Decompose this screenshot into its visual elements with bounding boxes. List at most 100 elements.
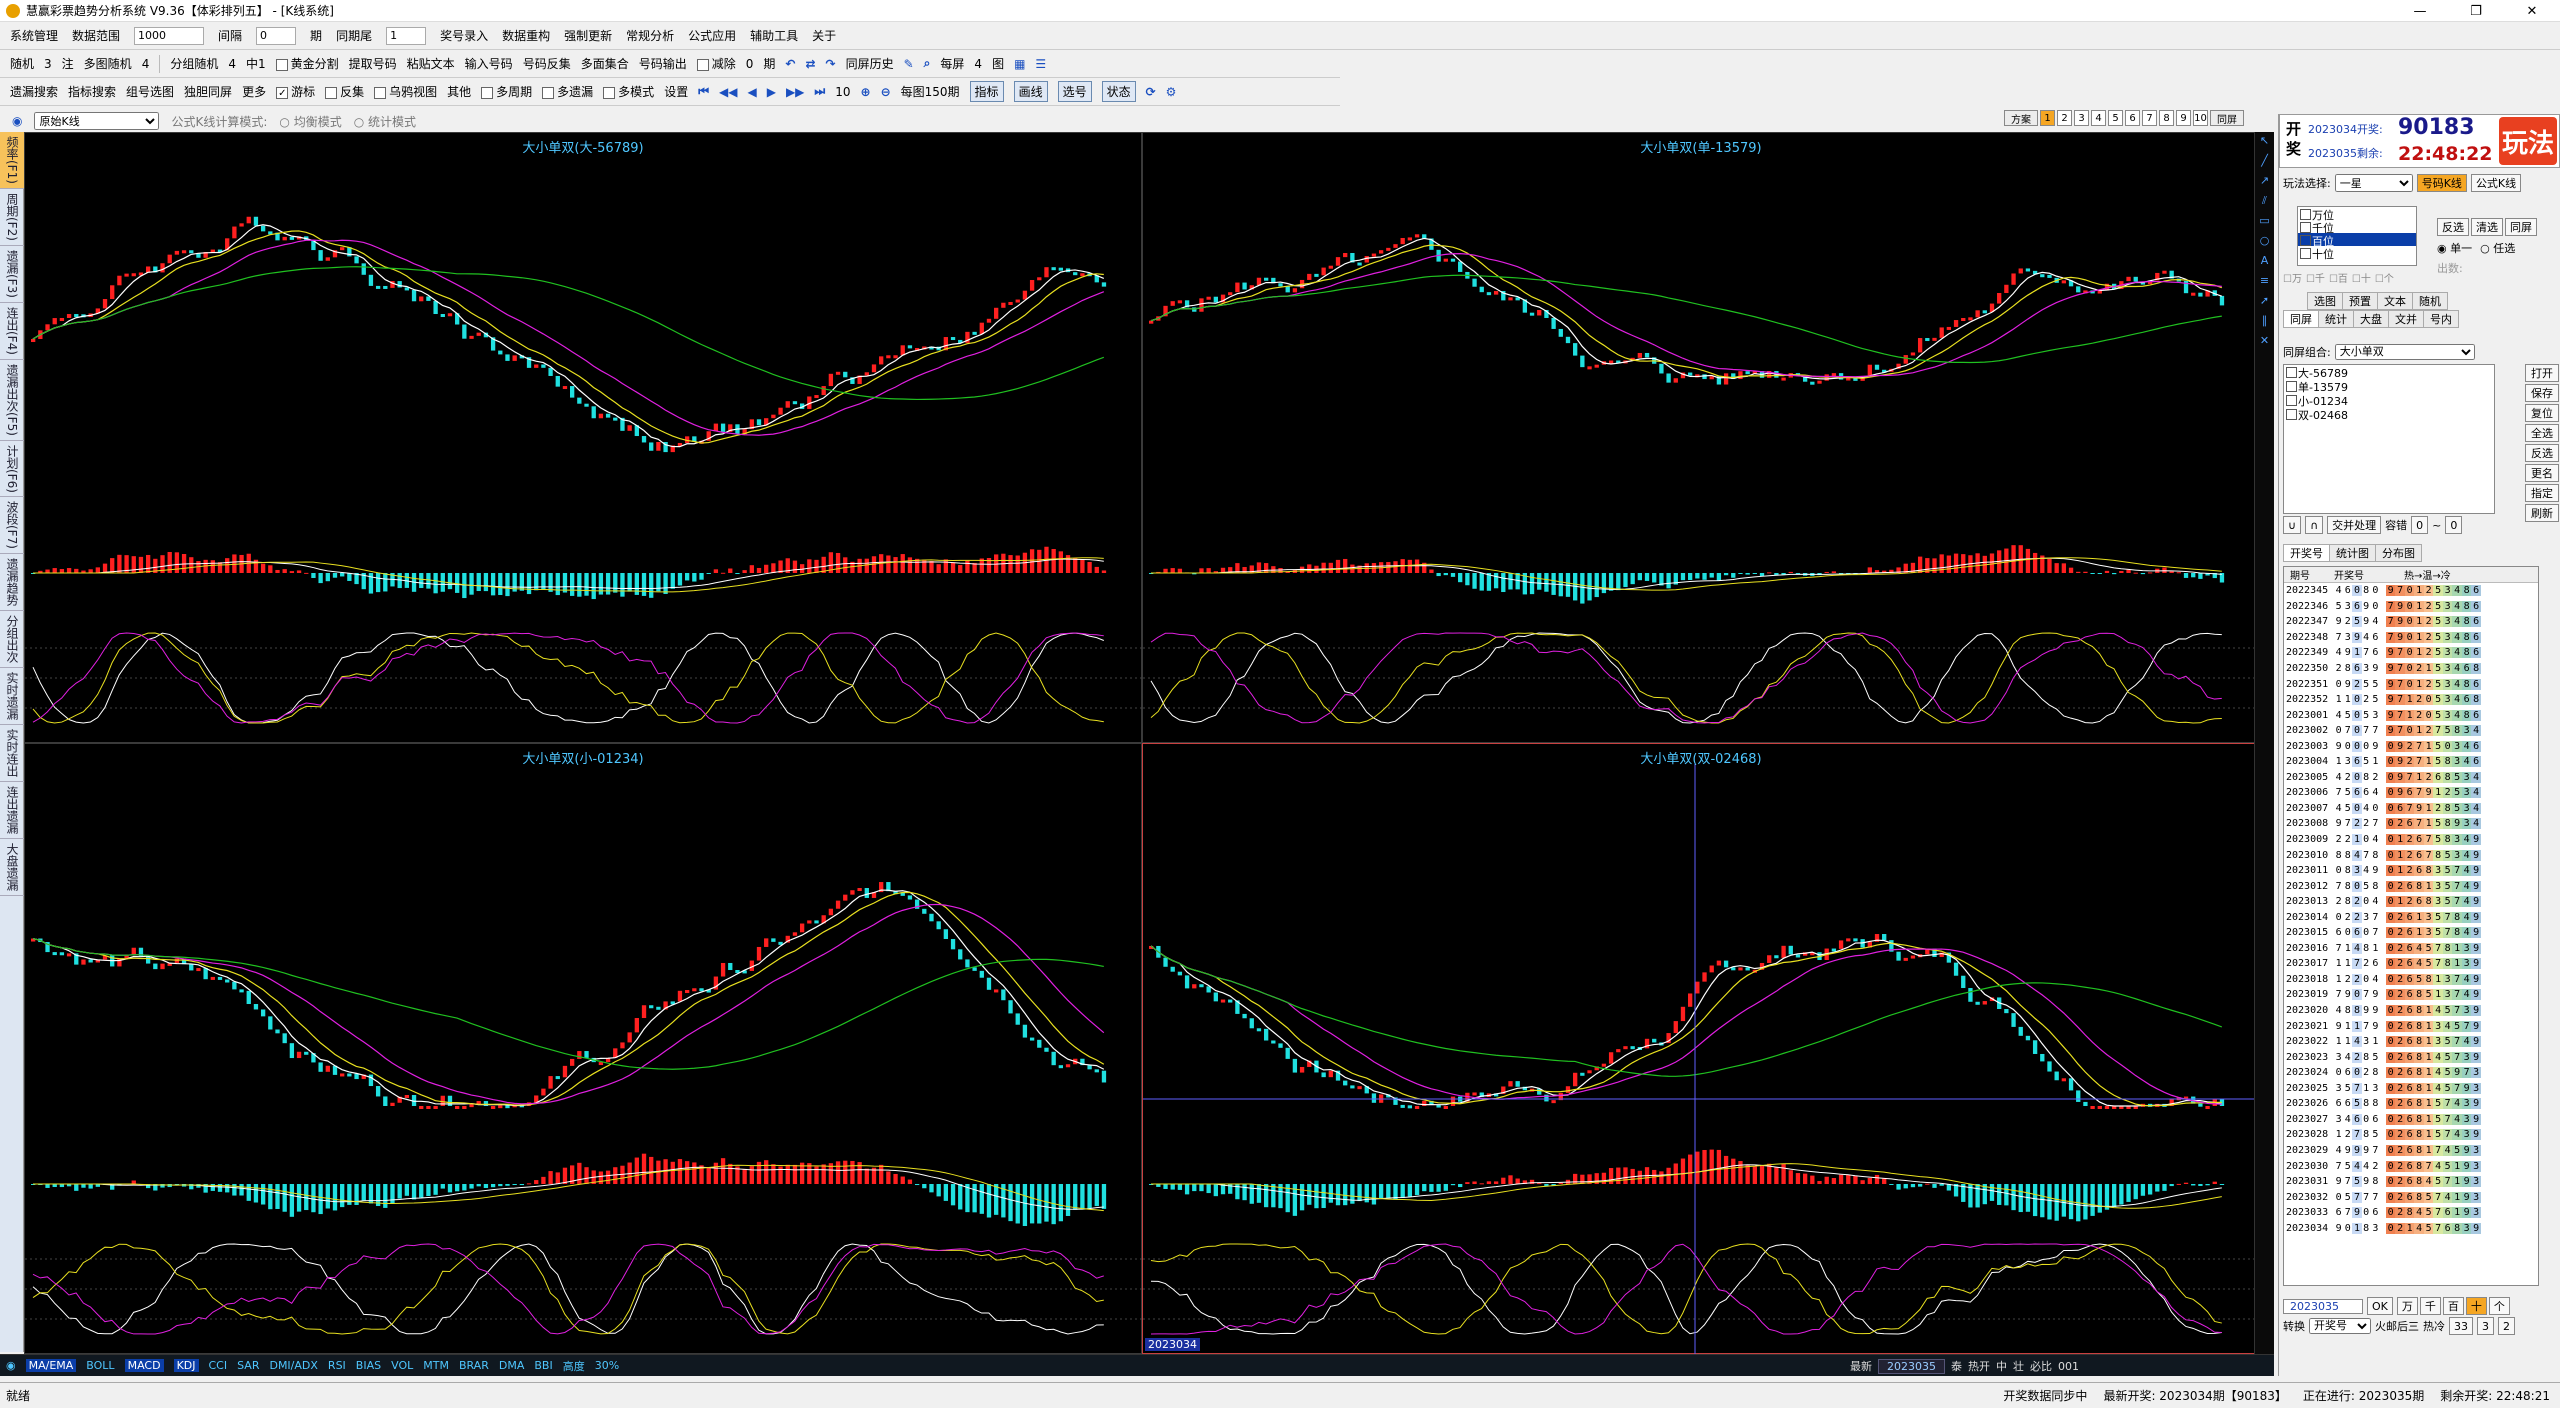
small-pos-4[interactable]: ☐个 [2374, 274, 2394, 285]
multi-miss-checkbox[interactable] [542, 86, 555, 99]
chart-pane-2[interactable]: 大小单双(小-01234) [24, 743, 1143, 1354]
crow-view-toggle[interactable]: 乌鸦视图 [374, 83, 437, 100]
small-pos-0[interactable]: ☐万 [2283, 274, 2302, 285]
menu-system[interactable]: 系统管理 [10, 29, 59, 43]
play-mode-button[interactable]: 玩法 [2499, 117, 2557, 165]
combo-item-2[interactable]: 小-01234 [2284, 393, 2494, 408]
hot-val-1[interactable]: 33 [2449, 1317, 2473, 1335]
chart-pane-3[interactable]: 大小单双(双-02468) 2023034 [1142, 743, 2261, 1355]
tab-row1-1[interactable]: 预置 [2342, 292, 2378, 310]
position-list[interactable]: 万位 千位 百位 十位 [2297, 206, 2417, 266]
indicator-12[interactable]: DMA [498, 1359, 525, 1372]
combo-list[interactable]: 大-56789 单-13579 小-01234 双-02468 [2283, 364, 2495, 514]
group-random[interactable]: 分组随机 [170, 57, 219, 71]
mode-balanced[interactable]: ○ 均衡模式 [279, 114, 342, 129]
combo-select[interactable]: 大小单双 [2334, 344, 2475, 360]
same-tail-label[interactable]: 同期尾 [336, 29, 373, 43]
any-radio[interactable]: ○ 任选 [2480, 242, 2516, 255]
extract-numbers[interactable]: 提取号码 [348, 57, 397, 71]
left-tab-10[interactable]: 实时连出 [0, 725, 25, 783]
tolerance-min[interactable]: 0 [2411, 516, 2429, 534]
hot-val-2[interactable]: 3 [2477, 1317, 2494, 1335]
indicator-1[interactable]: BOLL [86, 1359, 115, 1372]
indicator-9[interactable]: VOL [391, 1359, 414, 1372]
prev-fast-icon[interactable]: ◀◀ [719, 84, 738, 99]
scheme-10[interactable]: 10 [2193, 110, 2208, 126]
arrow-tool-icon[interactable]: ➚ [2259, 294, 2270, 307]
indicator-4[interactable]: CCI [208, 1359, 228, 1372]
chart-pane-1[interactable]: 大小单双(单-13579) [1142, 132, 2261, 743]
hot-label[interactable]: 热开 [1968, 1360, 1990, 1373]
formula-kline-button[interactable]: 公式K线 [2470, 174, 2522, 192]
pos-button-2[interactable]: 百 [2442, 1297, 2464, 1315]
pos-button-3[interactable]: 十 [2465, 1297, 2487, 1315]
scheme-9[interactable]: 9 [2176, 110, 2191, 126]
layout-grid-icon[interactable]: ▦ [1014, 56, 1026, 71]
ok-button[interactable]: OK [2367, 1297, 2393, 1315]
crow-view-checkbox[interactable] [374, 86, 387, 99]
multi-mode-toggle[interactable]: 多模式 [603, 83, 654, 100]
tab-row1-0[interactable]: 选图 [2307, 292, 2343, 310]
close-button[interactable]: ✕ [2526, 3, 2538, 19]
multi-random[interactable]: 多图随机 [83, 57, 132, 71]
prev-icon[interactable]: ◀ [747, 84, 757, 99]
side-button-1[interactable]: 保存 [2525, 384, 2559, 402]
tab-row2-1[interactable]: 统计 [2318, 310, 2354, 328]
per-screen-count[interactable]: 4 [974, 56, 983, 71]
inverse-checkbox[interactable] [325, 86, 338, 99]
swap-icon[interactable]: ⇄ [805, 56, 816, 71]
same-screen-history[interactable]: 同屏历史 [845, 57, 894, 71]
fib-tool-icon[interactable]: ≡ [2259, 274, 2270, 287]
side-button-3[interactable]: 全选 [2525, 424, 2559, 442]
scheme-7[interactable]: 7 [2142, 110, 2157, 126]
indicator-15[interactable]: 30% [594, 1359, 620, 1372]
pos-button-1[interactable]: 千 [2419, 1297, 2441, 1315]
pos-button-0[interactable]: 万 [2396, 1297, 2418, 1315]
group-select-chart[interactable]: 组号选图 [126, 85, 175, 99]
view-mode-select[interactable]: 原始K线 [34, 112, 160, 130]
indicator-0[interactable]: MA/EMA [25, 1359, 77, 1372]
input-numbers[interactable]: 输入号码 [464, 57, 513, 71]
cursor-tool-icon[interactable]: ↖ [2259, 134, 2270, 147]
hot-val-3[interactable]: 2 [2498, 1317, 2515, 1335]
tool-pick-number[interactable]: 选号 [1057, 81, 1092, 102]
cursor-checkbox[interactable] [276, 86, 289, 99]
layout-rows-icon[interactable]: ☰ [1035, 56, 1047, 71]
number-output[interactable]: 号码输出 [638, 57, 687, 71]
cursor-toggle[interactable]: 游标 [276, 83, 315, 100]
side-button-0[interactable]: 打开 [2525, 364, 2559, 382]
small-pos-3[interactable]: ☐十 [2351, 274, 2371, 285]
scheme-5[interactable]: 5 [2108, 110, 2123, 126]
left-tab-4[interactable]: 遗漏出次(F5) [0, 360, 25, 441]
left-tab-11[interactable]: 连出遗漏 [0, 782, 25, 840]
scheme-2[interactable]: 2 [2057, 110, 2072, 126]
scheme-label[interactable]: 方案 [2004, 110, 2038, 126]
next-icon[interactable]: ▶ [766, 84, 776, 99]
indicator-search[interactable]: 指标搜索 [68, 85, 117, 99]
multi-random-count[interactable]: 4 [141, 56, 150, 71]
position-item-0[interactable]: 万位 [2298, 207, 2416, 222]
small-pos-1[interactable]: ☐千 [2305, 274, 2325, 285]
redo-icon[interactable]: ↷ [825, 56, 836, 71]
dudan-same-screen[interactable]: 独胆同屏 [184, 85, 233, 99]
per-chart-periods[interactable]: 每图150期 [900, 85, 960, 99]
scheme-3[interactable]: 3 [2074, 110, 2089, 126]
erase-tool-icon[interactable]: ✕ [2259, 334, 2270, 347]
position-item-2[interactable]: 百位 [2298, 233, 2416, 248]
multi-set[interactable]: 多面集合 [580, 57, 629, 71]
settings-menu[interactable]: 设置 [664, 85, 689, 99]
play-select[interactable]: 一星 [2334, 174, 2413, 192]
side-button-7[interactable]: 刷新 [2525, 504, 2559, 522]
pos-button-4[interactable]: 个 [2488, 1297, 2510, 1315]
left-tab-0[interactable]: 频率(F1) [0, 132, 25, 189]
ray-tool-icon[interactable]: ↗ [2259, 174, 2270, 187]
number-kline-button[interactable]: 号码K线 [2416, 174, 2467, 192]
position-item-1[interactable]: 千位 [2298, 220, 2416, 235]
rect-tool-icon[interactable]: ▭ [2259, 214, 2270, 227]
data-range-input[interactable] [134, 26, 205, 45]
issue-box[interactable]: 2023035 [1878, 1358, 1945, 1374]
zhong-label[interactable]: 中1 [245, 57, 266, 71]
menu-rebuild[interactable]: 数据重构 [502, 29, 551, 43]
scheme-4[interactable]: 4 [2091, 110, 2106, 126]
pencil-icon[interactable]: ✎ [903, 56, 914, 71]
